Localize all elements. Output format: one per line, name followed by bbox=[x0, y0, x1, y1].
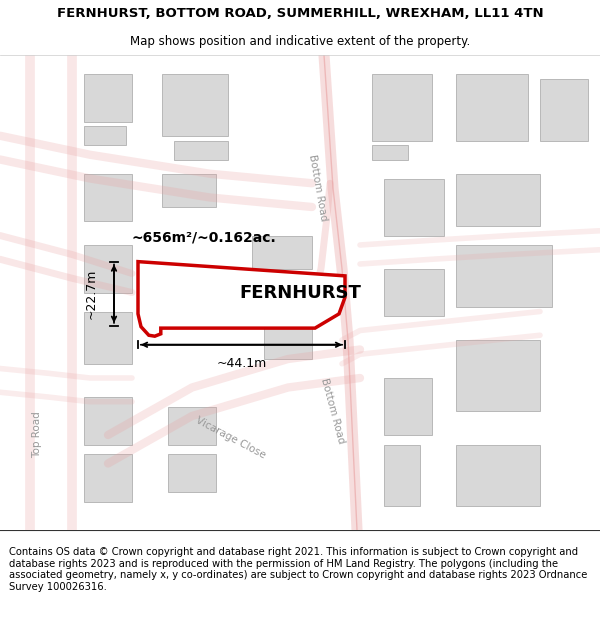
Polygon shape bbox=[84, 74, 132, 121]
Polygon shape bbox=[168, 454, 216, 492]
Polygon shape bbox=[174, 141, 228, 159]
Polygon shape bbox=[252, 236, 312, 269]
Polygon shape bbox=[264, 326, 312, 359]
Text: Bottom Road: Bottom Road bbox=[319, 378, 347, 445]
Polygon shape bbox=[84, 311, 132, 364]
Text: Map shows position and indicative extent of the property.: Map shows position and indicative extent… bbox=[130, 35, 470, 48]
Polygon shape bbox=[84, 126, 126, 145]
Polygon shape bbox=[384, 444, 420, 506]
Polygon shape bbox=[84, 174, 132, 221]
Polygon shape bbox=[162, 74, 228, 136]
Polygon shape bbox=[138, 262, 345, 336]
Polygon shape bbox=[456, 74, 528, 141]
Polygon shape bbox=[84, 245, 132, 292]
Text: Bottom Road: Bottom Road bbox=[307, 154, 329, 222]
Polygon shape bbox=[162, 174, 216, 207]
Text: ~22.7m: ~22.7m bbox=[85, 269, 98, 319]
Polygon shape bbox=[456, 340, 540, 411]
Polygon shape bbox=[456, 174, 540, 226]
Text: FERNHURST: FERNHURST bbox=[239, 284, 361, 301]
Polygon shape bbox=[456, 444, 540, 506]
Polygon shape bbox=[84, 454, 132, 501]
Text: ~656m²/~0.162ac.: ~656m²/~0.162ac. bbox=[131, 231, 277, 245]
Text: Contains OS data © Crown copyright and database right 2021. This information is : Contains OS data © Crown copyright and d… bbox=[9, 547, 587, 592]
Polygon shape bbox=[384, 269, 444, 316]
Polygon shape bbox=[372, 145, 408, 159]
Text: Top Road: Top Road bbox=[32, 412, 42, 458]
Polygon shape bbox=[384, 378, 432, 435]
Text: Vicarage Close: Vicarage Close bbox=[194, 415, 268, 460]
Polygon shape bbox=[168, 406, 216, 444]
Polygon shape bbox=[384, 179, 444, 236]
Text: ~44.1m: ~44.1m bbox=[217, 357, 266, 370]
Polygon shape bbox=[264, 278, 312, 311]
Polygon shape bbox=[456, 245, 552, 307]
Polygon shape bbox=[372, 74, 432, 141]
Text: FERNHURST, BOTTOM ROAD, SUMMERHILL, WREXHAM, LL11 4TN: FERNHURST, BOTTOM ROAD, SUMMERHILL, WREX… bbox=[56, 8, 544, 20]
Polygon shape bbox=[540, 79, 588, 141]
Polygon shape bbox=[84, 397, 132, 444]
